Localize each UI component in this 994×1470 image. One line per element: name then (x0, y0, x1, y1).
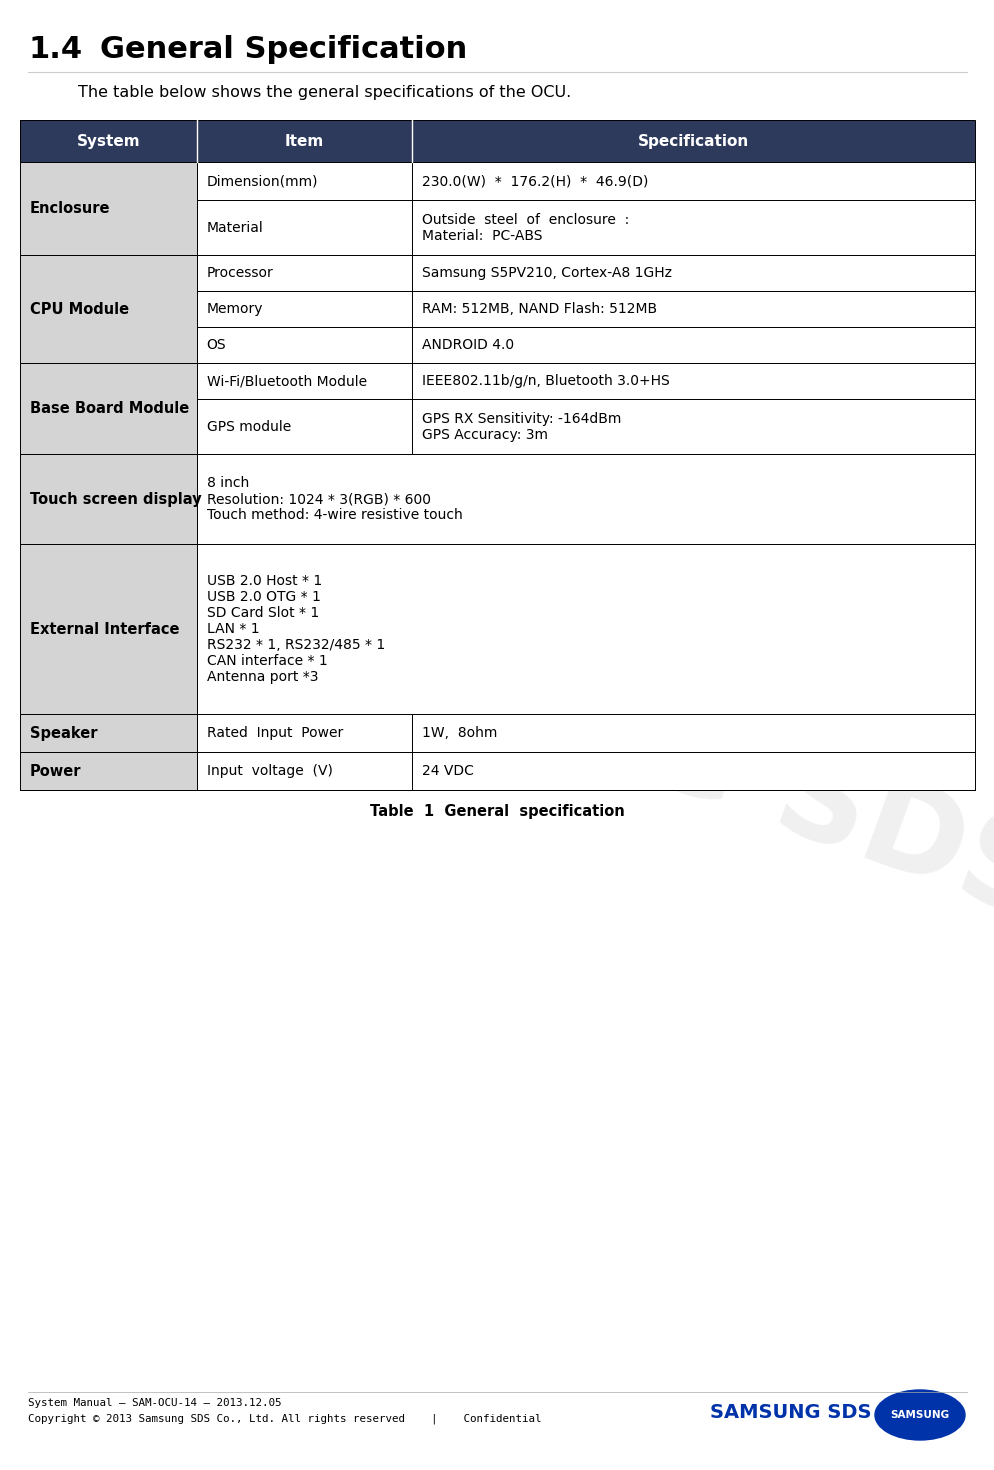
Text: The table below shows the general specifications of the OCU.: The table below shows the general specif… (78, 85, 571, 100)
Text: Specification: Specification (637, 134, 748, 148)
Ellipse shape (874, 1391, 964, 1441)
Text: Item: Item (284, 134, 323, 148)
Bar (412, 363, 974, 398)
Text: Resolution: 1024 * 3(RGB) * 600: Resolution: 1024 * 3(RGB) * 600 (207, 492, 430, 506)
Text: GPS module: GPS module (207, 419, 290, 434)
Text: SAMSUNG SDS: SAMSUNG SDS (52, 476, 994, 944)
Text: Rated  Input  Power: Rated Input Power (207, 726, 343, 739)
Bar (197, 544, 974, 714)
Bar (197, 753, 412, 789)
Bar (20, 454, 197, 544)
Text: Material: Material (207, 220, 263, 235)
Text: Enclosure: Enclosure (30, 201, 110, 216)
Bar (197, 291, 412, 326)
Text: 8 inch: 8 inch (207, 476, 248, 490)
Bar (197, 162, 412, 200)
Text: 24 VDC: 24 VDC (421, 764, 473, 778)
Text: System: System (77, 134, 140, 148)
Bar (412, 162, 974, 200)
Bar (20, 254, 197, 363)
Bar (197, 254, 412, 291)
Bar (197, 398, 412, 454)
Bar (197, 121, 412, 162)
Bar (412, 121, 974, 162)
Text: Table  1  General  specification: Table 1 General specification (370, 804, 624, 819)
Bar (412, 753, 974, 789)
Bar (412, 326, 974, 363)
Text: System Manual – SAM-OCU-14 – 2013.12.05: System Manual – SAM-OCU-14 – 2013.12.05 (28, 1398, 281, 1408)
Bar (20, 363, 197, 454)
Text: Wi-Fi/Bluetooth Module: Wi-Fi/Bluetooth Module (207, 373, 367, 388)
Text: USB 2.0 Host * 1: USB 2.0 Host * 1 (207, 573, 322, 588)
Text: Antenna port *3: Antenna port *3 (207, 670, 318, 684)
Text: SAMSUNG: SAMSUNG (890, 1410, 948, 1420)
Bar (412, 291, 974, 326)
Text: 1W,  8ohm: 1W, 8ohm (421, 726, 496, 739)
Bar (197, 200, 412, 254)
Bar (197, 454, 974, 544)
Bar (197, 326, 412, 363)
Bar (20, 714, 197, 753)
Text: Input  voltage  (V): Input voltage (V) (207, 764, 332, 778)
Bar (412, 254, 974, 291)
Bar (20, 544, 197, 714)
Text: Touch method: 4-wire resistive touch: Touch method: 4-wire resistive touch (207, 509, 462, 522)
Bar (412, 200, 974, 254)
Bar (20, 121, 197, 162)
Text: Speaker: Speaker (30, 726, 97, 741)
Text: ANDROID 4.0: ANDROID 4.0 (421, 338, 513, 351)
Text: Material:  PC-ABS: Material: PC-ABS (421, 228, 542, 243)
Text: SD Card Slot * 1: SD Card Slot * 1 (207, 606, 319, 620)
Text: General Specification: General Specification (100, 35, 467, 65)
Bar (412, 398, 974, 454)
Text: OS: OS (207, 338, 226, 351)
Text: Power: Power (30, 763, 82, 779)
Text: Samsung S5PV210, Cortex-A8 1GHz: Samsung S5PV210, Cortex-A8 1GHz (421, 266, 671, 279)
Text: 230.0(W)  *  176.2(H)  *  46.9(D): 230.0(W) * 176.2(H) * 46.9(D) (421, 173, 647, 188)
Text: Base Board Module: Base Board Module (30, 401, 189, 416)
Text: GPS Accuracy: 3m: GPS Accuracy: 3m (421, 428, 547, 441)
Text: Touch screen display: Touch screen display (30, 491, 202, 507)
Text: Outside  steel  of  enclosure  :: Outside steel of enclosure : (421, 213, 628, 226)
Text: Dimension(mm): Dimension(mm) (207, 173, 318, 188)
Text: RAM: 512MB, NAND Flash: 512MB: RAM: 512MB, NAND Flash: 512MB (421, 301, 656, 316)
Bar (197, 363, 412, 398)
Bar (412, 714, 974, 753)
Text: 1.4: 1.4 (28, 35, 83, 65)
Text: SAMSUNG SDS: SAMSUNG SDS (710, 1402, 871, 1421)
Text: Memory: Memory (207, 301, 262, 316)
Text: CAN interface * 1: CAN interface * 1 (207, 654, 327, 667)
Bar (197, 714, 412, 753)
Bar (20, 753, 197, 789)
Bar (20, 162, 197, 254)
Text: LAN * 1: LAN * 1 (207, 622, 259, 637)
Text: Processor: Processor (207, 266, 273, 279)
Text: CPU Module: CPU Module (30, 301, 129, 316)
Text: USB 2.0 OTG * 1: USB 2.0 OTG * 1 (207, 589, 320, 604)
Text: Copyright © 2013 Samsung SDS Co., Ltd. All rights reserved    |    Confidential: Copyright © 2013 Samsung SDS Co., Ltd. A… (28, 1413, 541, 1423)
Bar (20, 121, 974, 162)
Text: External Interface: External Interface (30, 622, 179, 637)
Text: RS232 * 1, RS232/485 * 1: RS232 * 1, RS232/485 * 1 (207, 638, 385, 653)
Text: GPS RX Sensitivity: -164dBm: GPS RX Sensitivity: -164dBm (421, 412, 620, 425)
Text: IEEE802.11b/g/n, Bluetooth 3.0+HS: IEEE802.11b/g/n, Bluetooth 3.0+HS (421, 373, 669, 388)
